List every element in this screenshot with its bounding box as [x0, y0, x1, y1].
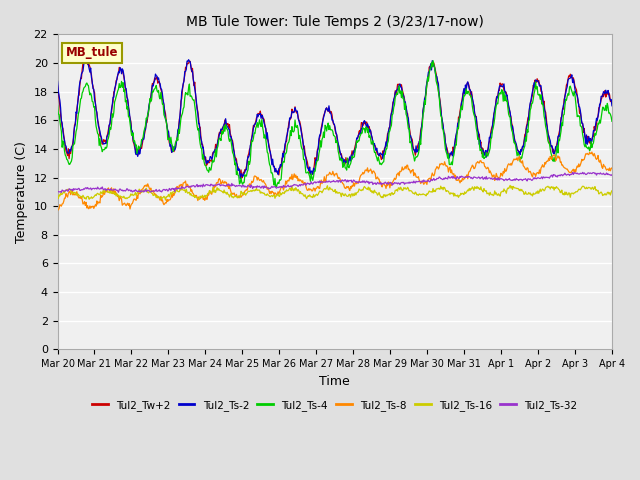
Text: MB_tule: MB_tule [66, 47, 118, 60]
X-axis label: Time: Time [319, 374, 350, 387]
Legend: Tul2_Tw+2, Tul2_Ts-2, Tul2_Ts-4, Tul2_Ts-8, Tul2_Ts-16, Tul2_Ts-32: Tul2_Tw+2, Tul2_Ts-2, Tul2_Ts-4, Tul2_Ts… [88, 396, 582, 415]
Y-axis label: Temperature (C): Temperature (C) [15, 141, 28, 243]
Title: MB Tule Tower: Tule Temps 2 (3/23/17-now): MB Tule Tower: Tule Temps 2 (3/23/17-now… [186, 15, 484, 29]
